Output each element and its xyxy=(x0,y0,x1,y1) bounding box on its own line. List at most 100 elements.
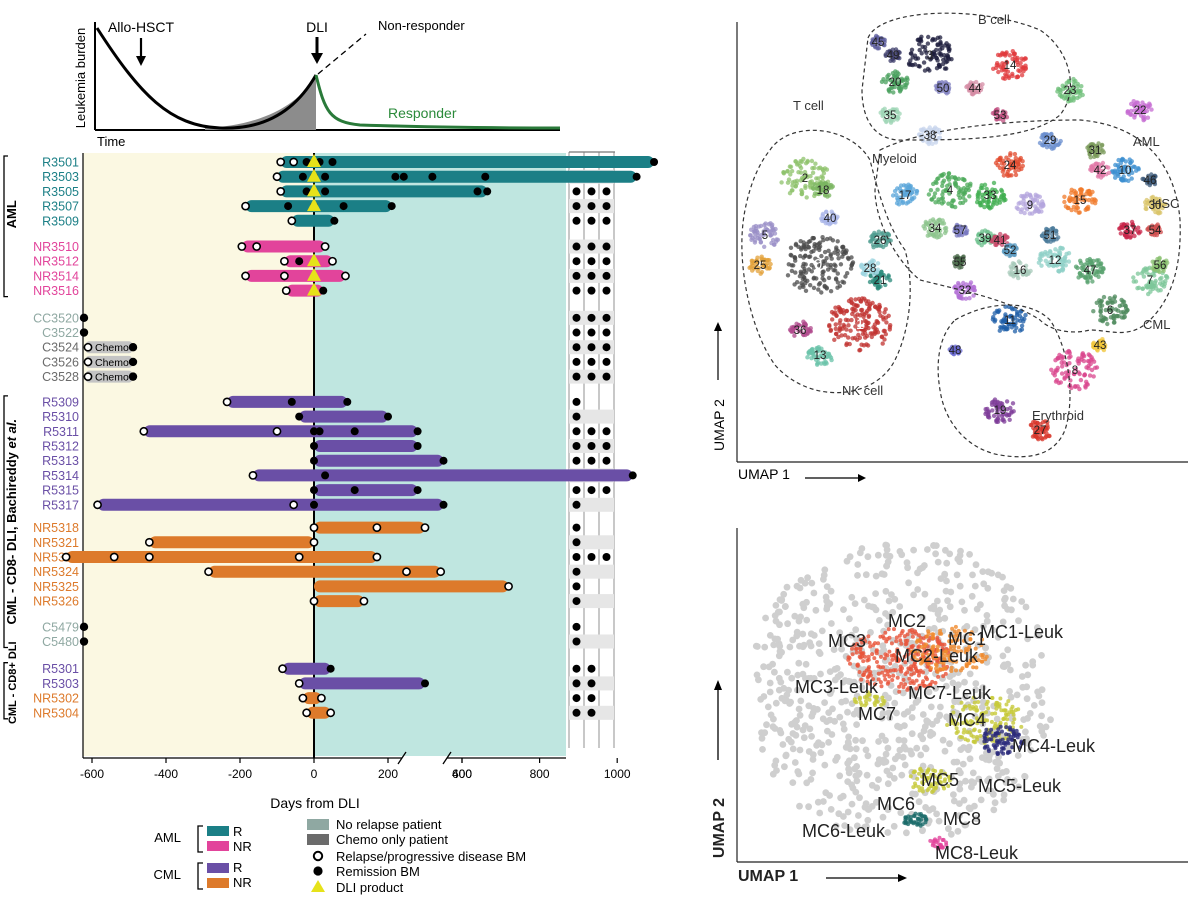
umap-point xyxy=(1005,407,1010,412)
umap-point xyxy=(1004,50,1009,55)
remission-marker xyxy=(295,412,304,421)
umap-point xyxy=(1033,194,1039,199)
umap-point-background xyxy=(855,812,862,819)
umap-point-highlight xyxy=(1004,702,1009,707)
umap-point-highlight xyxy=(867,665,871,670)
umap-point-highlight xyxy=(888,661,893,666)
umap-point xyxy=(809,179,814,184)
assay-dot xyxy=(587,552,596,561)
umap-point xyxy=(1135,271,1141,276)
umap-point-highlight xyxy=(914,668,919,673)
umap-point xyxy=(1112,299,1118,304)
umap-point-background xyxy=(991,799,999,807)
umap-point xyxy=(824,256,829,261)
cluster-number-label: 46 xyxy=(1144,175,1157,187)
umap-point-background xyxy=(854,572,861,579)
umap-point xyxy=(919,34,924,39)
umap-point xyxy=(1009,266,1014,271)
umap-point-background xyxy=(856,794,863,802)
umap-point-background xyxy=(826,792,833,799)
umap-point-background xyxy=(776,727,784,734)
umap-point-background xyxy=(993,765,1001,773)
umap-point xyxy=(841,280,847,285)
umap-point-background xyxy=(780,590,788,598)
umap-point xyxy=(868,269,873,274)
x-tick-label: 1000 xyxy=(604,767,631,781)
umap-point xyxy=(811,276,816,281)
umap-point xyxy=(887,89,892,94)
patient-bar xyxy=(314,440,418,453)
cluster-number-label: 13 xyxy=(814,350,827,362)
umap-point-background xyxy=(882,541,890,549)
patient-bar xyxy=(314,484,418,497)
umap-point xyxy=(1153,283,1158,288)
umap-point xyxy=(941,199,946,205)
cluster-number-label: 48 xyxy=(949,345,962,357)
umap-point xyxy=(833,326,838,331)
umap-point-highlight xyxy=(889,641,894,646)
umap-point-background xyxy=(947,830,955,838)
umap-point-background xyxy=(943,559,951,567)
umap-point-highlight xyxy=(848,661,852,666)
umap-point xyxy=(814,176,819,181)
umap-point xyxy=(752,240,758,245)
umap-point xyxy=(1062,199,1067,205)
umap-point-background xyxy=(904,564,911,572)
umap-point xyxy=(833,322,838,327)
schematic-panel: Leukemia burden Time Allo-HSCT DLI Non-r… xyxy=(73,18,561,149)
umap-point-background xyxy=(937,703,944,711)
umap-point xyxy=(818,262,823,268)
umap-point-highlight xyxy=(850,652,855,657)
remission-marker xyxy=(399,172,408,181)
umap-point-background xyxy=(889,764,897,772)
umap-point xyxy=(1062,84,1068,90)
umap-point xyxy=(1125,109,1131,114)
umap-point xyxy=(815,258,821,263)
relapse-marker xyxy=(276,186,286,196)
umap-point xyxy=(1024,207,1030,212)
x-tick-label: 600 xyxy=(452,767,472,781)
patient-label: NR3514 xyxy=(33,269,79,283)
umap-point-highlight xyxy=(950,704,955,709)
umap-point-background xyxy=(880,756,888,764)
umap-point xyxy=(1023,263,1029,268)
cluster-number-label: 50 xyxy=(937,83,950,95)
remission-marker xyxy=(284,202,293,211)
umap-point xyxy=(1066,251,1072,256)
umap-point-background xyxy=(909,704,916,712)
umap-point-background xyxy=(852,736,859,744)
umap-point-background xyxy=(758,729,765,737)
cluster-number-label: 29 xyxy=(1044,135,1057,147)
patient-label: R5317 xyxy=(42,498,79,512)
remission-marker xyxy=(330,216,339,225)
umap-point-background xyxy=(791,759,799,766)
patient-label: NR5326 xyxy=(33,595,79,609)
umap-point xyxy=(1089,367,1095,373)
umap-point xyxy=(994,418,999,423)
umap-point xyxy=(875,242,880,248)
umap-point xyxy=(1158,288,1163,293)
umap-point xyxy=(1091,309,1096,314)
umap-point xyxy=(1019,327,1025,332)
umap-point xyxy=(841,247,846,252)
umap-point-background xyxy=(1018,598,1026,605)
umap-point xyxy=(788,172,793,177)
umap-point-highlight xyxy=(909,667,914,672)
umap-point xyxy=(812,165,817,171)
umap-point-highlight xyxy=(870,652,875,657)
umap-point xyxy=(808,326,813,331)
remission-marker xyxy=(321,471,330,480)
umap-point-highlight xyxy=(941,674,946,679)
cluster-number-label: 57 xyxy=(954,225,967,237)
umap-point-background xyxy=(828,731,836,738)
umap-point-background xyxy=(934,597,941,605)
assay-dot xyxy=(602,456,611,465)
umap-point xyxy=(1143,206,1148,211)
assay-dot xyxy=(602,271,611,280)
patient-label: CC3520 xyxy=(33,311,79,325)
umap-point-highlight xyxy=(909,672,914,677)
umap-point xyxy=(1030,197,1036,202)
relapse-marker xyxy=(294,552,304,562)
umap-point xyxy=(963,198,968,203)
umap-point xyxy=(1153,202,1158,207)
